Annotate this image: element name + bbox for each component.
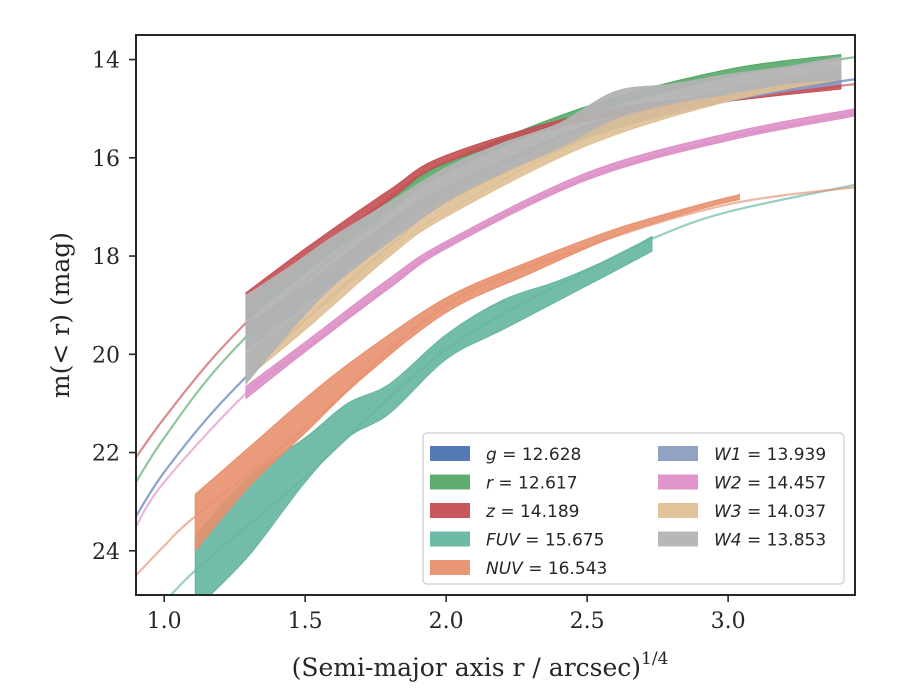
y-tick-label: 16 bbox=[92, 147, 120, 172]
y-tick-label: 18 bbox=[92, 245, 120, 270]
series-band-w4 bbox=[245, 56, 842, 386]
legend-box bbox=[422, 432, 845, 585]
legend-label-r: r = 12.617 bbox=[486, 474, 578, 494]
series-band-nuv bbox=[194, 194, 740, 553]
legend-swatch-nuv bbox=[430, 560, 470, 575]
x-tick-label: 1.5 bbox=[288, 609, 323, 634]
legend-swatch-w1 bbox=[658, 446, 698, 461]
y-tick-label: 24 bbox=[92, 540, 120, 565]
series-band-w2 bbox=[245, 108, 855, 400]
x-tick-label: 2.5 bbox=[570, 609, 605, 634]
legend-swatch-w2 bbox=[658, 474, 698, 490]
legend-swatch-fuv bbox=[430, 531, 470, 547]
legend-label-w3: W3 = 14.037 bbox=[714, 502, 826, 522]
legend-swatch-g bbox=[430, 446, 470, 461]
y-tick-label: 22 bbox=[92, 442, 120, 467]
x-axis-label-power: 1/4 bbox=[641, 649, 668, 669]
legend-label-g: g = 12.628 bbox=[486, 445, 581, 465]
series-band-z bbox=[245, 81, 842, 307]
x-axis-label: (Semi-major axis r / arcsec)1/4 bbox=[292, 649, 669, 682]
x-tick-label: 3.0 bbox=[711, 609, 746, 634]
legend-label-nuv: NUV = 16.543 bbox=[486, 559, 607, 579]
legend-label-w4: W4 = 13.853 bbox=[714, 531, 826, 551]
legend-label-z: z = 14.189 bbox=[485, 502, 579, 522]
legend-label-w2: W2 = 14.457 bbox=[714, 474, 826, 494]
series-layer bbox=[136, 54, 855, 595]
legend-label-fuv: FUV = 15.675 bbox=[486, 531, 604, 551]
x-tick-label: 1.0 bbox=[147, 609, 182, 634]
y-tick-label: 20 bbox=[92, 343, 120, 368]
plot-frame bbox=[135, 34, 856, 596]
y-tick-label: 14 bbox=[92, 49, 120, 74]
legend-swatch-w4 bbox=[658, 531, 698, 547]
legend-swatch-w3 bbox=[658, 503, 698, 518]
x-axis-label-text: (Semi-major axis r / arcsec) bbox=[292, 653, 641, 682]
legend-swatch-r bbox=[430, 474, 470, 490]
legend-swatch-z bbox=[430, 503, 470, 518]
series-band-fuv bbox=[194, 235, 653, 595]
legend: g = 12.628 r = 12.617 z = 14.189 FUV = 15.6… bbox=[422, 432, 845, 585]
y-axis-label: m(< r) (mag) bbox=[46, 232, 75, 398]
tick-layer: 1.0 1.5 2.0 2.5 3.0 14 16 18 20 22 24 bbox=[92, 49, 746, 634]
legend-label-w1: W1 = 13.939 bbox=[714, 445, 826, 465]
x-tick-label: 2.0 bbox=[429, 609, 464, 634]
